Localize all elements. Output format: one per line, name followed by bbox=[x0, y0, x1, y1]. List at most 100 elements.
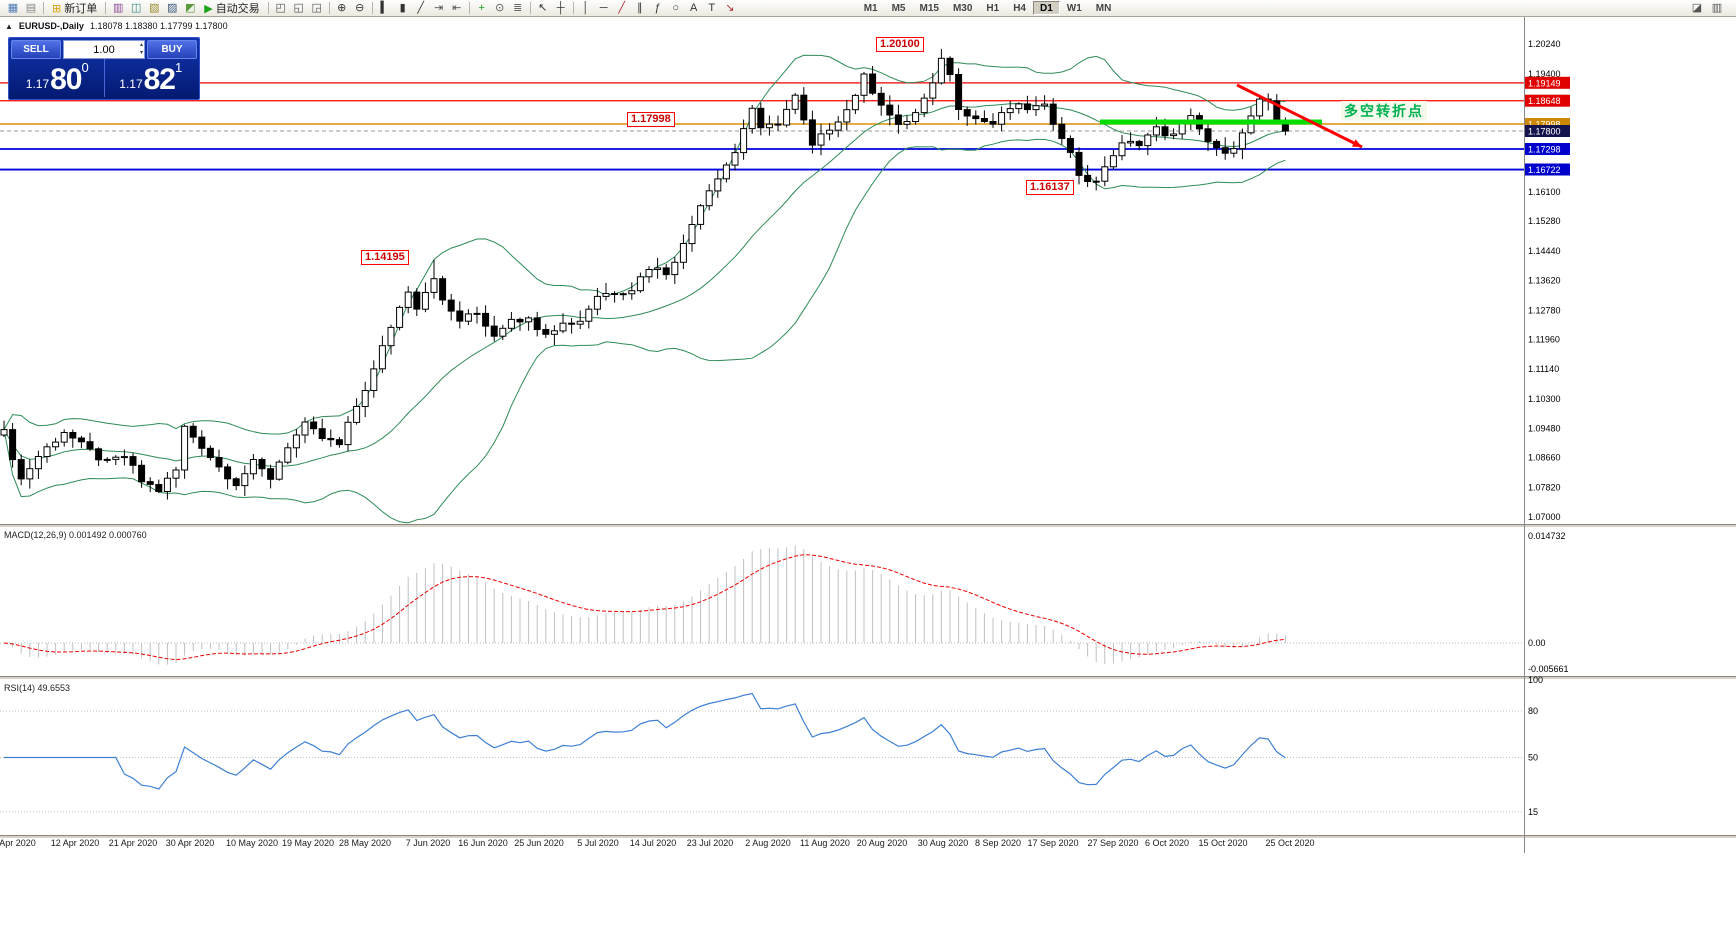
sell-arrow[interactable] bbox=[1236, 83, 1363, 149]
time-axis[interactable]: 1 Apr 2020 12 Apr 2020 21 Apr 2020 30 Apr 2… bbox=[0, 838, 1315, 848]
svg-text:2 Aug 2020: 2 Aug 2020 bbox=[745, 838, 791, 848]
zoom-out-icon[interactable]: ⊖ bbox=[355, 1, 365, 14]
timeframe-m1[interactable]: M1 bbox=[863, 2, 878, 14]
svg-text:23 Jul 2020: 23 Jul 2020 bbox=[687, 838, 734, 848]
bar-chart-type-icon[interactable]: ▍ bbox=[380, 1, 389, 14]
line-chart-type-icon[interactable]: ╱ bbox=[417, 1, 424, 14]
horizontal-line-icon[interactable]: ─ bbox=[599, 1, 608, 14]
svg-text:27 Sep 2020: 27 Sep 2020 bbox=[1087, 838, 1138, 848]
buy-button[interactable]: BUY bbox=[147, 40, 197, 59]
svg-text:0.014732: 0.014732 bbox=[1528, 531, 1566, 541]
chart-symbol-period: EURUSD-,Daily bbox=[18, 21, 84, 31]
bid-big-digits: 80 bbox=[50, 63, 82, 96]
new-chart-icon[interactable]: ▦ bbox=[7, 1, 19, 14]
new-order-icon: ⊞ bbox=[52, 2, 62, 15]
toolbar-separator bbox=[529, 2, 531, 14]
svg-text:1.16722: 1.16722 bbox=[1528, 165, 1561, 175]
svg-text:1.07820: 1.07820 bbox=[1528, 483, 1561, 493]
svg-text:7 Jun 2020: 7 Jun 2020 bbox=[406, 838, 451, 848]
volume-spinner[interactable]: ▴ ▾ bbox=[140, 41, 143, 57]
templates-icon[interactable]: ≣ bbox=[513, 1, 523, 14]
svg-text:6 Oct 2020: 6 Oct 2020 bbox=[1145, 838, 1189, 848]
svg-text:20 Aug 2020: 20 Aug 2020 bbox=[857, 838, 908, 848]
toolbar-separator bbox=[328, 2, 330, 14]
volume-value[interactable]: 1.00 bbox=[93, 43, 115, 56]
timeframe-m30[interactable]: M30 bbox=[952, 2, 973, 14]
timeframe-h1[interactable]: H1 bbox=[986, 2, 1000, 14]
svg-text:50: 50 bbox=[1528, 753, 1538, 763]
cascade-windows-icon[interactable]: ◱ bbox=[293, 1, 304, 14]
volume-field[interactable]: 1.00 ▴ ▾ bbox=[63, 40, 145, 59]
shapes-icon[interactable]: ○ bbox=[672, 1, 680, 14]
rsi-axis[interactable]: 100 80 50 15 bbox=[1528, 675, 1543, 817]
vertical-line-icon[interactable]: │ bbox=[582, 1, 590, 14]
price-axis-marker: 1.19149 bbox=[1525, 76, 1570, 89]
tile-windows-icon[interactable]: ◲ bbox=[311, 1, 322, 14]
candlesticks bbox=[0, 48, 1289, 500]
chart-profiles-icon[interactable]: ▤ bbox=[25, 1, 37, 14]
candlestick-type-icon[interactable]: ▮ bbox=[399, 1, 406, 14]
bollinger-band-lo bbox=[3, 138, 1286, 524]
timeframe-d1[interactable]: D1 bbox=[1033, 1, 1060, 15]
macd-axis[interactable]: 0.014732 0.00 -0.005661 bbox=[1528, 531, 1569, 674]
chart-shift-icon[interactable]: ⇤ bbox=[452, 1, 462, 14]
fibonacci-icon[interactable]: ƒ bbox=[654, 1, 661, 14]
svg-text:19 May 2020: 19 May 2020 bbox=[282, 838, 334, 848]
strategy-tester-icon[interactable]: ◩ bbox=[185, 1, 196, 14]
pane-separator[interactable] bbox=[0, 524, 1736, 528]
svg-text:1.11960: 1.11960 bbox=[1528, 335, 1560, 345]
periods-icon[interactable]: ⊙ bbox=[495, 1, 505, 14]
svg-text:12 Apr 2020: 12 Apr 2020 bbox=[51, 838, 100, 848]
data-window-icon[interactable]: ◫ bbox=[131, 1, 142, 14]
svg-text:1.20240: 1.20240 bbox=[1528, 39, 1561, 49]
chart-ohlc-values: 1.18078 1.18380 1.17799 1.17800 bbox=[89, 21, 228, 31]
timeframe-h4[interactable]: H4 bbox=[1013, 2, 1026, 14]
macd-indicator-label: MACD(12,26,9) 0.001492 0.000760 bbox=[4, 530, 147, 540]
price-axis[interactable]: 1.20240 1.19400 1.16100 1.15280 1.14440 1.136… bbox=[1525, 39, 1570, 522]
cursor-icon[interactable]: ↖ bbox=[538, 1, 548, 14]
toolbar: ▦ ▤ ⊞ 新订单 ▥ ◫ ▧ ▨ ◩ ▶ 自动交易 ◰ ◱ ◲ ⊕ ⊖ ▍ ▮ ╱ ⇥ ⇤ + ⊙ ≣ ↖ ┼ │ ─ ╱ ∥ ƒ ○ A T ↘… bbox=[0, 0, 1736, 17]
auto-trading-button[interactable]: ▶ 自动交易 bbox=[204, 2, 260, 16]
arrows-icon[interactable]: ↘ bbox=[725, 1, 735, 14]
dock-panel-icon[interactable]: ◪ bbox=[1691, 1, 1703, 14]
label-icon[interactable]: T bbox=[708, 1, 716, 14]
zoom-in-icon[interactable]: ⊕ bbox=[337, 1, 347, 14]
toolbar-separator bbox=[267, 2, 269, 14]
bid-pip-digit: 0 bbox=[81, 60, 89, 75]
new-order-button[interactable]: ⊞ 新订单 bbox=[52, 2, 98, 16]
timeframe-m5[interactable]: M5 bbox=[891, 2, 906, 14]
svg-text:1.07000: 1.07000 bbox=[1528, 512, 1561, 522]
navigator-icon[interactable]: ▧ bbox=[149, 1, 160, 14]
timeframe-mn[interactable]: MN bbox=[1095, 2, 1112, 14]
crosshair-icon[interactable]: ┼ bbox=[556, 1, 565, 14]
timeframe-group: M1 M5 M15 M30 H1 H4 D1 W1 MN bbox=[857, 1, 1119, 15]
timeframe-m15[interactable]: M15 bbox=[919, 2, 939, 14]
ask-prefix: 1.17 bbox=[119, 77, 143, 91]
channel-icon[interactable]: ∥ bbox=[636, 1, 643, 14]
indicators-add-icon[interactable]: + bbox=[478, 1, 485, 14]
svg-text:1.19149: 1.19149 bbox=[1528, 78, 1561, 88]
text-icon[interactable]: A bbox=[690, 1, 698, 14]
pane-separator[interactable] bbox=[0, 676, 1736, 680]
terminal-icon[interactable]: ▨ bbox=[167, 1, 178, 14]
auto-scroll-icon[interactable]: ⇥ bbox=[434, 1, 444, 14]
volume-up-icon[interactable]: ▴ bbox=[139, 42, 143, 48]
auto-trading-icon: ▶ bbox=[204, 2, 213, 15]
toolbar-separator bbox=[572, 2, 574, 14]
timeframe-w1[interactable]: W1 bbox=[1066, 2, 1082, 14]
new-window-icon[interactable]: ◰ bbox=[275, 1, 286, 14]
trendline-icon[interactable]: ╱ bbox=[618, 1, 625, 14]
svg-text:1.18648: 1.18648 bbox=[1528, 96, 1561, 106]
svg-text:25 Oct 2020: 25 Oct 2020 bbox=[1265, 838, 1314, 848]
svg-text:25 Jun 2020: 25 Jun 2020 bbox=[514, 838, 564, 848]
one-click-collapse-icon[interactable]: ▲ bbox=[5, 21, 13, 31]
market-watch-icon[interactable]: ▥ bbox=[113, 1, 124, 14]
volume-down-icon[interactable]: ▾ bbox=[139, 50, 143, 56]
svg-text:1.17998: 1.17998 bbox=[1528, 120, 1561, 130]
sell-button[interactable]: SELL bbox=[11, 40, 61, 59]
properties-icon[interactable]: ▥ bbox=[1711, 1, 1723, 14]
svg-text:1.17298: 1.17298 bbox=[1528, 145, 1561, 155]
svg-text:5 Jul 2020: 5 Jul 2020 bbox=[577, 838, 619, 848]
pane-separator[interactable] bbox=[0, 835, 1736, 839]
